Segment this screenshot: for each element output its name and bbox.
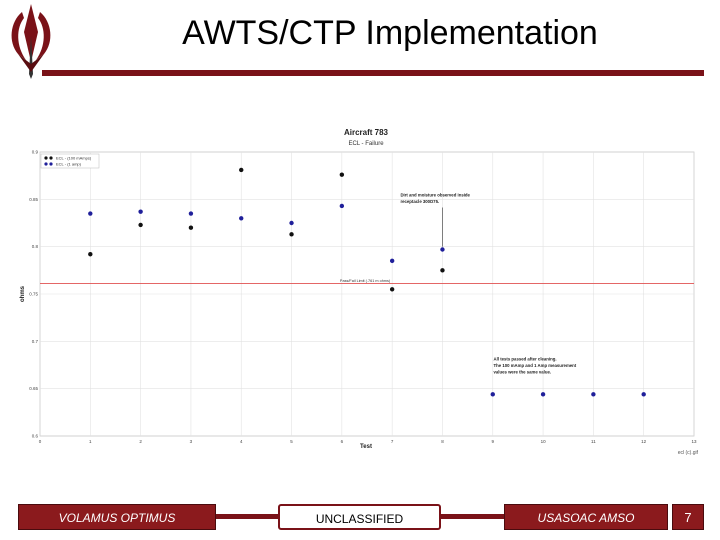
footer-organization: USASOAC AMSO (504, 504, 668, 530)
data-point-1A (389, 258, 395, 264)
annotation-line: Dirt and moisture observed inside (400, 192, 470, 197)
annotation-line: values were the same value. (494, 369, 552, 374)
data-point-100mA (339, 172, 345, 177)
legend-marker-1A-2 (49, 162, 53, 166)
data-point-1A (289, 220, 294, 226)
data-point-100mA (239, 167, 244, 173)
legend-marker-1A (44, 162, 48, 166)
pass-fail-limit-label: Pass/Fail Limit (.761 m ohms) (340, 279, 391, 283)
page-number: 7 (672, 504, 704, 530)
x-tick-label: 9 (492, 439, 495, 444)
chart-source-label: ecl (c).gif (678, 450, 699, 456)
title-divider (42, 70, 704, 76)
data-point-1A (440, 247, 445, 252)
data-point-100mA (188, 225, 194, 230)
footer-motto: VOLAMUS OPTIMUS (18, 504, 216, 530)
annotations: Dirt and moisture observed inside recepta… (400, 192, 576, 374)
data-point-100mA (289, 232, 294, 237)
axes: 0 1 2 3 4 5 6 7 8 9 10 11 12 130.60.650.70.750.80.850… (29, 150, 697, 445)
data-point-1A (138, 209, 143, 214)
x-tick-label: 0 (39, 439, 42, 444)
series-points: Pass/Fail Limit (.761 m ohms) (40, 167, 694, 397)
data-point-1A (88, 211, 93, 216)
x-tick-label: 2 (139, 439, 142, 444)
x-axis-label: Test (360, 444, 372, 450)
data-point-1A (540, 392, 546, 397)
x-tick-label: 5 (290, 439, 293, 444)
y-tick-label: 0.65 (29, 386, 38, 391)
annotation-line: receptacle 300D75. (400, 199, 439, 204)
y-tick-label: 0.7 (32, 339, 39, 344)
legend-label-100mA: ECL - (100 mAmps) (56, 156, 92, 161)
y-tick-label: 0.9 (32, 150, 39, 155)
x-tick-label: 8 (441, 439, 444, 444)
y-axis-label: ohms (20, 285, 26, 302)
y-tick-label: 0.75 (29, 292, 38, 297)
footer-classification: UNCLASSIFIED (278, 504, 441, 530)
x-tick-label: 12 (641, 439, 647, 444)
data-point-100mA (138, 222, 143, 228)
y-tick-label: 0.85 (29, 197, 38, 202)
x-tick-label: 1 (89, 439, 92, 444)
legend-marker-100mA (44, 156, 48, 160)
legend-box (40, 153, 100, 169)
x-tick-label: 11 (591, 439, 596, 444)
x-tick-label: 13 (691, 439, 697, 444)
grid-lines (39, 151, 695, 437)
x-tick-label: 3 (190, 439, 193, 444)
chart-title: Aircraft 783 (344, 128, 389, 137)
x-tick-label: 6 (341, 439, 344, 444)
data-point-100mA (440, 268, 445, 273)
chart-subtitle: ECL - Failure (348, 141, 384, 147)
data-point-1A (188, 211, 194, 216)
data-point-100mA (389, 287, 395, 292)
annotation-line: All tests passed after cleaning. (494, 356, 557, 361)
x-tick-label: 10 (541, 439, 547, 444)
x-tick-label: 7 (391, 439, 394, 444)
arrowhead-logo-icon (11, 4, 51, 79)
data-point-1A (591, 392, 596, 397)
data-point-1A (339, 203, 345, 209)
data-point-100mA (88, 252, 93, 257)
legend-label-1A: ECL - (1 amp) (56, 162, 82, 167)
x-tick-label: 4 (240, 439, 243, 444)
data-point-1A (239, 216, 244, 221)
data-point-1A (641, 392, 646, 397)
data-point-1A (490, 392, 495, 397)
scatter-chart: 0 1 2 3 4 5 6 7 8 9 10 11 12 130.60.650.70.750.80.850… (20, 128, 699, 456)
slide-title: AWTS/CTP Implementation (182, 14, 598, 52)
y-tick-label: 0.8 (32, 244, 39, 249)
legend-marker-100mA-2 (49, 156, 53, 160)
y-tick-label: 0.6 (32, 434, 39, 439)
annotation-line: The 100 mAmp and 1 Amp measurement (494, 363, 577, 368)
